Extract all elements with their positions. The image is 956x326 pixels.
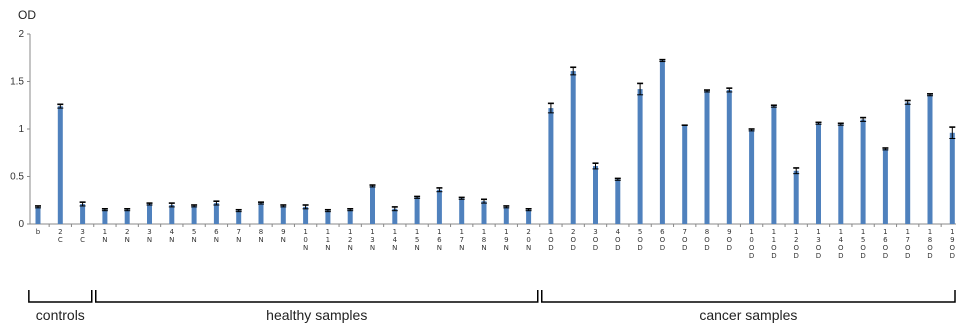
bar — [258, 203, 264, 224]
bar — [659, 60, 665, 224]
bar — [570, 71, 576, 224]
bar — [236, 210, 242, 224]
y-tick-label: 1 — [18, 124, 24, 135]
bar — [682, 125, 688, 224]
bar — [749, 129, 755, 224]
bar — [370, 186, 375, 224]
group-label: cancer samples — [699, 307, 797, 323]
y-tick-label: 0.5 — [10, 172, 24, 183]
group-label: healthy samples — [266, 307, 367, 323]
category-label: b — [36, 228, 41, 236]
group-bracket — [95, 290, 539, 303]
y-tick-label: 0 — [18, 219, 24, 230]
bar — [280, 205, 286, 224]
bar — [35, 206, 41, 224]
bar — [548, 108, 554, 224]
bar — [213, 203, 219, 224]
bar — [704, 91, 710, 224]
bar — [459, 198, 465, 224]
bar — [726, 90, 732, 224]
bar — [392, 208, 398, 224]
bar — [905, 102, 911, 224]
bar — [303, 206, 309, 224]
bar — [436, 189, 442, 224]
bar — [102, 209, 108, 224]
bar — [347, 209, 353, 224]
bar — [80, 204, 86, 224]
bar — [169, 205, 175, 224]
group-bracket — [28, 290, 93, 303]
bar — [615, 179, 621, 224]
bar — [414, 197, 420, 224]
bar — [882, 148, 888, 224]
bar — [927, 94, 933, 224]
bar — [949, 132, 955, 224]
bar — [503, 206, 509, 224]
bar — [526, 209, 532, 224]
y-tick-label: 2 — [18, 29, 24, 40]
bar — [838, 124, 844, 224]
bar — [816, 123, 821, 224]
bar — [793, 170, 799, 224]
bar — [124, 209, 130, 224]
bar — [637, 89, 643, 224]
group-label: controls — [36, 307, 85, 323]
y-axis-label: OD — [18, 8, 36, 22]
group-bracket — [541, 290, 956, 303]
bar — [57, 106, 63, 224]
bar — [771, 106, 777, 224]
bar — [147, 204, 152, 224]
bar — [860, 119, 866, 224]
bar — [481, 201, 487, 224]
bar — [325, 210, 331, 224]
bar — [191, 205, 197, 224]
y-tick-label: 1.5 — [10, 77, 24, 88]
bar — [593, 166, 598, 224]
